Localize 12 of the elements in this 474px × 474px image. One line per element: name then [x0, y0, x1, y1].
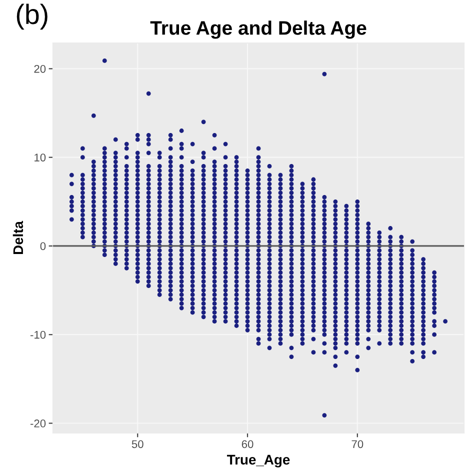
chart-title: True Age and Delta Age — [150, 20, 366, 39]
y-tick-label: 20 — [34, 64, 46, 73]
y-axis-title: Delta — [12, 220, 24, 254]
text: (b) — [16, 4, 48, 30]
y-tick-label: -20 — [30, 420, 46, 428]
x-tick-label: 60 — [242, 440, 254, 448]
y-tick-label: 10 — [34, 154, 46, 162]
x-tick-label: 70 — [352, 440, 364, 448]
x-axis-title: True_Age — [227, 454, 290, 468]
x-tick-label: 50 — [132, 440, 144, 448]
y-tick-label: -10 — [30, 330, 46, 339]
y-tick-label: 0 — [40, 242, 46, 250]
